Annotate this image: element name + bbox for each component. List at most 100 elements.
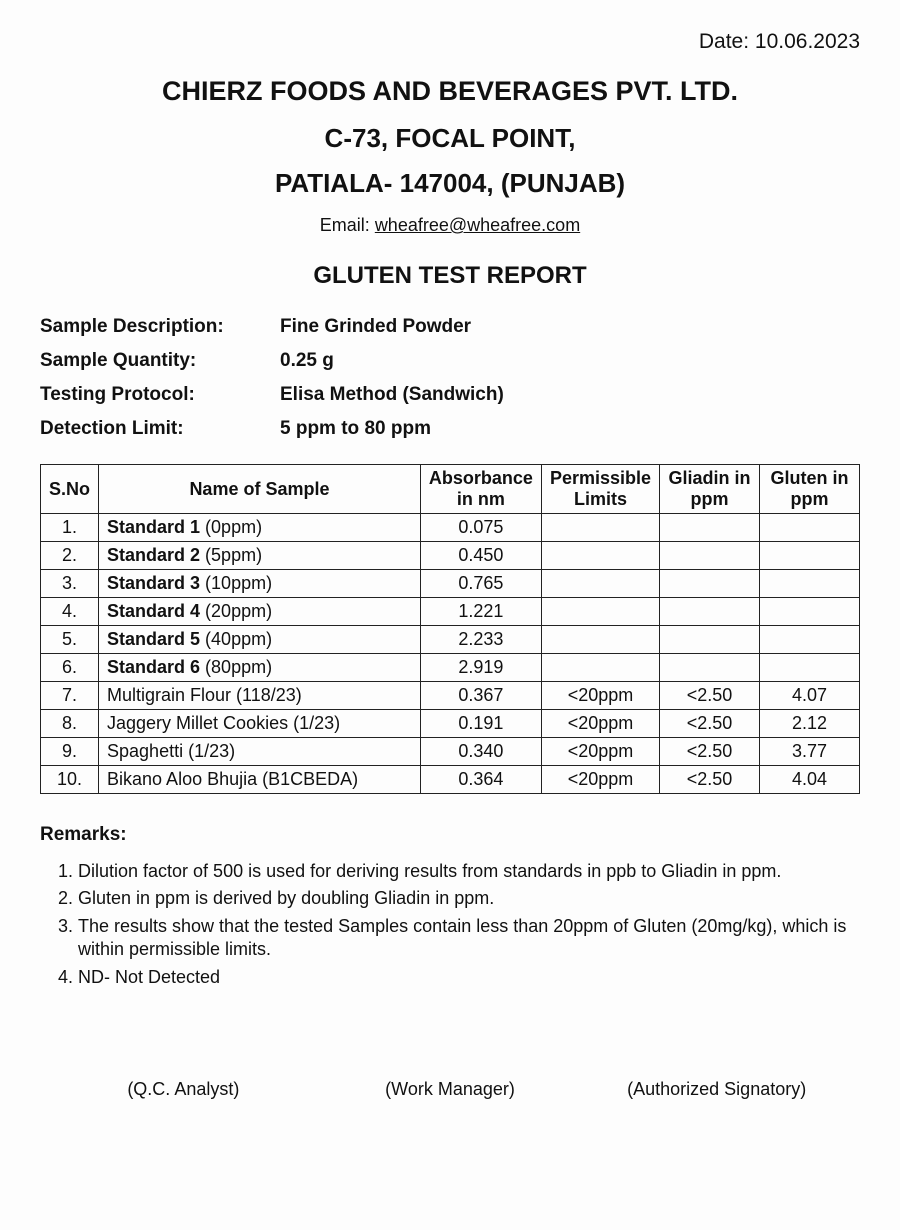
remark-item: The results show that the tested Samples…	[78, 915, 860, 962]
cell-name: Bikano Aloo Bhujia (B1CBEDA)	[99, 766, 421, 794]
sample-name-bold: Standard 4	[107, 601, 200, 621]
table-row: 8.Jaggery Millet Cookies (1/23)0.191<20p…	[41, 710, 860, 738]
meta-row: Sample Quantity:0.25 g	[40, 350, 860, 372]
remarks-title: Remarks:	[40, 824, 860, 846]
cell-gluten: 3.77	[760, 738, 860, 766]
cell-gliadin	[660, 654, 760, 682]
cell-gluten	[760, 598, 860, 626]
table-row: 7.Multigrain Flour (118/23)0.367<20ppm<2…	[41, 682, 860, 710]
sample-name-rest: (40ppm)	[200, 629, 272, 649]
cell-absorbance: 0.450	[420, 542, 541, 570]
cell-permissible: <20ppm	[541, 710, 659, 738]
date-prefix: Date:	[699, 30, 755, 53]
table-row: 2.Standard 2 (5ppm)0.450	[41, 542, 860, 570]
cell-absorbance: 0.765	[420, 570, 541, 598]
cell-name: Standard 1 (0ppm)	[99, 514, 421, 542]
meta-block: Sample Description:Fine Grinded PowderSa…	[40, 316, 860, 440]
cell-absorbance: 0.340	[420, 738, 541, 766]
meta-value: 0.25 g	[280, 350, 334, 372]
col-permissible: Permissible Limits	[541, 465, 659, 514]
cell-sno: 1.	[41, 514, 99, 542]
email-link[interactable]: wheafree@wheafree.com	[375, 215, 580, 235]
sample-name-bold: Standard 6	[107, 657, 200, 677]
sample-name-rest: (5ppm)	[200, 545, 262, 565]
cell-permissible	[541, 570, 659, 598]
meta-label: Sample Description:	[40, 316, 280, 338]
cell-absorbance: 2.233	[420, 626, 541, 654]
cell-gliadin	[660, 626, 760, 654]
table-row: 9.Spaghetti (1/23)0.340<20ppm<2.503.77	[41, 738, 860, 766]
cell-name: Spaghetti (1/23)	[99, 738, 421, 766]
cell-absorbance: 0.367	[420, 682, 541, 710]
results-table: S.No Name of Sample Absorbance in nm Per…	[40, 464, 860, 794]
signature-block: (Authorized Signatory)	[583, 1079, 850, 1100]
table-header-row: S.No Name of Sample Absorbance in nm Per…	[41, 465, 860, 514]
cell-absorbance: 0.075	[420, 514, 541, 542]
sample-name-rest: (20ppm)	[200, 601, 272, 621]
sample-name-rest: (80ppm)	[200, 657, 272, 677]
sample-name-rest: (0ppm)	[200, 517, 262, 537]
cell-name: Standard 5 (40ppm)	[99, 626, 421, 654]
cell-name: Jaggery Millet Cookies (1/23)	[99, 710, 421, 738]
signature-block: (Q.C. Analyst)	[50, 1079, 317, 1100]
cell-gliadin: <2.50	[660, 710, 760, 738]
email-line: Email: wheafree@wheafree.com	[40, 215, 860, 236]
col-name: Name of Sample	[99, 465, 421, 514]
cell-gluten	[760, 654, 860, 682]
date-line: Date: 10.06.2023	[40, 30, 860, 54]
email-prefix: Email:	[320, 215, 375, 235]
cell-permissible: <20ppm	[541, 766, 659, 794]
table-row: 6.Standard 6 (80ppm)2.919	[41, 654, 860, 682]
cell-permissible	[541, 598, 659, 626]
cell-absorbance: 1.221	[420, 598, 541, 626]
cell-permissible: <20ppm	[541, 738, 659, 766]
cell-sno: 5.	[41, 626, 99, 654]
remark-item: ND- Not Detected	[78, 966, 860, 989]
cell-gliadin	[660, 514, 760, 542]
cell-name: Standard 6 (80ppm)	[99, 654, 421, 682]
cell-permissible	[541, 626, 659, 654]
sample-name-rest: (10ppm)	[200, 573, 272, 593]
address-line-2: PATIALA- 147004, (PUNJAB)	[40, 168, 860, 199]
cell-gliadin	[660, 598, 760, 626]
meta-label: Detection Limit:	[40, 418, 280, 440]
cell-sno: 2.	[41, 542, 99, 570]
cell-name: Standard 3 (10ppm)	[99, 570, 421, 598]
meta-row: Detection Limit:5 ppm to 80 ppm	[40, 418, 860, 440]
cell-sno: 6.	[41, 654, 99, 682]
meta-row: Testing Protocol:Elisa Method (Sandwich)	[40, 384, 860, 406]
report-title: GLUTEN TEST REPORT	[40, 262, 860, 290]
table-row: 3.Standard 3 (10ppm)0.765	[41, 570, 860, 598]
sample-name-rest: Multigrain Flour (118/23)	[107, 685, 302, 705]
cell-name: Standard 2 (5ppm)	[99, 542, 421, 570]
cell-gluten	[760, 626, 860, 654]
table-row: 1.Standard 1 (0ppm)0.075	[41, 514, 860, 542]
signature-label: (Authorized Signatory)	[627, 1079, 806, 1100]
col-sno: S.No	[41, 465, 99, 514]
meta-label: Sample Quantity:	[40, 350, 280, 372]
sample-name-bold: Standard 1	[107, 517, 200, 537]
col-absorbance: Absorbance in nm	[420, 465, 541, 514]
table-row: 4.Standard 4 (20ppm)1.221	[41, 598, 860, 626]
remark-item: Dilution factor of 500 is used for deriv…	[78, 860, 860, 883]
remarks-list: Dilution factor of 500 is used for deriv…	[40, 860, 860, 989]
company-name: CHIERZ FOODS AND BEVERAGES PVT. LTD.	[40, 76, 860, 107]
sample-name-bold: Standard 3	[107, 573, 200, 593]
cell-gluten	[760, 570, 860, 598]
signature-label: (Q.C. Analyst)	[127, 1079, 239, 1100]
date-value: 10.06.2023	[755, 30, 860, 53]
cell-absorbance: 0.364	[420, 766, 541, 794]
cell-name: Multigrain Flour (118/23)	[99, 682, 421, 710]
sample-name-rest: Spaghetti (1/23)	[107, 741, 235, 761]
cell-gliadin: <2.50	[660, 682, 760, 710]
sample-name-rest: Bikano Aloo Bhujia (B1CBEDA)	[107, 769, 358, 789]
col-gliadin: Gliadin in ppm	[660, 465, 760, 514]
meta-value: Elisa Method (Sandwich)	[280, 384, 504, 406]
signature-label: (Work Manager)	[385, 1079, 515, 1100]
cell-sno: 7.	[41, 682, 99, 710]
cell-permissible	[541, 514, 659, 542]
meta-value: Fine Grinded Powder	[280, 316, 471, 338]
cell-gluten	[760, 514, 860, 542]
remark-item: Gluten in ppm is derived by doubling Gli…	[78, 887, 860, 910]
cell-sno: 10.	[41, 766, 99, 794]
